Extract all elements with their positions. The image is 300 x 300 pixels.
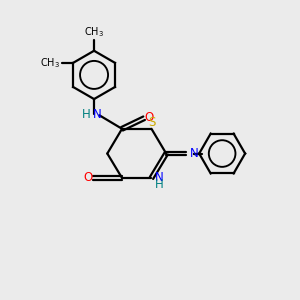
Text: N: N [190, 147, 199, 160]
Text: N: N [155, 172, 164, 184]
Text: N: N [93, 108, 102, 121]
Text: S: S [148, 116, 156, 129]
Text: CH$_3$: CH$_3$ [84, 25, 104, 39]
Text: H: H [82, 108, 91, 121]
Text: O: O [83, 172, 93, 184]
Text: H: H [155, 178, 164, 191]
Text: CH$_3$: CH$_3$ [40, 56, 61, 70]
Text: O: O [145, 110, 154, 124]
